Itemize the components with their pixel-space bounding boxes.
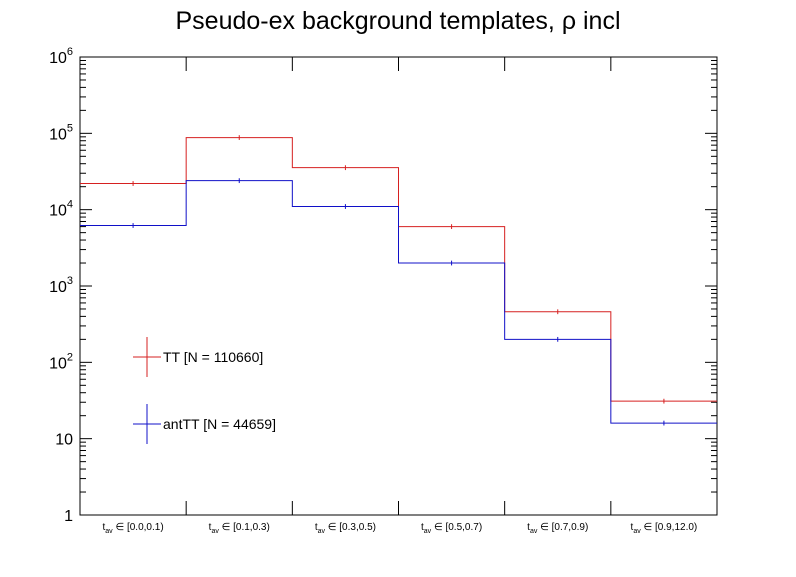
y-tick-label: 106 [49, 46, 73, 67]
x-tick-range: ∈ [0.3,0.5) [325, 522, 376, 533]
y-tick-label: 102 [49, 351, 73, 372]
y-tick-exp: 4 [67, 199, 73, 211]
x-tick-range: ∈ [0.1,0.3) [219, 522, 270, 533]
chart-title: Pseudo-ex background templates, ρ incl [175, 7, 620, 35]
y-tick-base: 10 [49, 279, 67, 296]
legend-label: TT [N = 110660] [163, 349, 263, 365]
x-tick-main: t [527, 522, 530, 533]
y-tick-base: 10 [49, 126, 67, 143]
y-tick-base: 10 [49, 355, 67, 372]
y-tick-base: 10 [49, 50, 67, 67]
x-tick-main: t [103, 522, 106, 533]
y-tick-label: 103 [49, 275, 73, 296]
x-tick-main: t [631, 522, 634, 533]
x-tick-main: t [209, 522, 212, 533]
x-tick-range: ∈ [0.7,0.9) [537, 522, 588, 533]
x-tick-sub: av [318, 528, 326, 535]
x-tick-label: tav ∈ [0.5,0.7) [421, 522, 482, 535]
x-tick-sub: av [105, 528, 113, 535]
x-tick-label: tav ∈ [0.9,12.0) [631, 522, 698, 535]
legend-label: antTT [N = 44659] [163, 416, 276, 432]
y-tick-exp: 2 [67, 351, 73, 363]
series-2-line [80, 180, 717, 424]
series-1-line [80, 137, 717, 402]
y-tick-label: 105 [49, 122, 73, 143]
x-tick-range: ∈ [0.9,12.0) [641, 522, 698, 533]
y-tick-exp: 3 [67, 275, 73, 287]
legend: TT [N = 110660] antTT [N = 44659] [133, 337, 276, 444]
x-tick-main: t [421, 522, 424, 533]
x-tick-range: ∈ [0.0,0.1) [113, 522, 164, 533]
y-tick-label: 1 [64, 508, 73, 525]
x-tick-sub: av [530, 528, 538, 535]
x-tick-label: tav ∈ [0.3,0.5) [315, 522, 376, 535]
y-tick-label: 104 [49, 199, 73, 220]
y-tick-base: 10 [49, 203, 67, 220]
x-tick-label: tav ∈ [0.1,0.3) [209, 522, 270, 535]
y-tick-exp: 6 [67, 46, 73, 58]
x-tick-sub: av [424, 528, 432, 535]
x-tick-label: tav ∈ [0.0,0.1) [103, 522, 164, 535]
x-tick-main: t [315, 522, 318, 533]
x-axis: tav ∈ [0.0,0.1) tav ∈ [0.1,0.3) tav ∈ [0.3… [79, 57, 718, 535]
plot-frame [79, 56, 718, 516]
y-tick-exp: 5 [67, 122, 73, 134]
x-tick-label: tav ∈ [0.7,0.9) [527, 522, 588, 535]
x-tick-sub: av [633, 528, 641, 535]
x-tick-range: ∈ [0.5,0.7) [431, 522, 482, 533]
y-tick-label: 10 [55, 432, 73, 449]
series-group [80, 135, 717, 426]
x-tick-sub: av [211, 528, 219, 535]
